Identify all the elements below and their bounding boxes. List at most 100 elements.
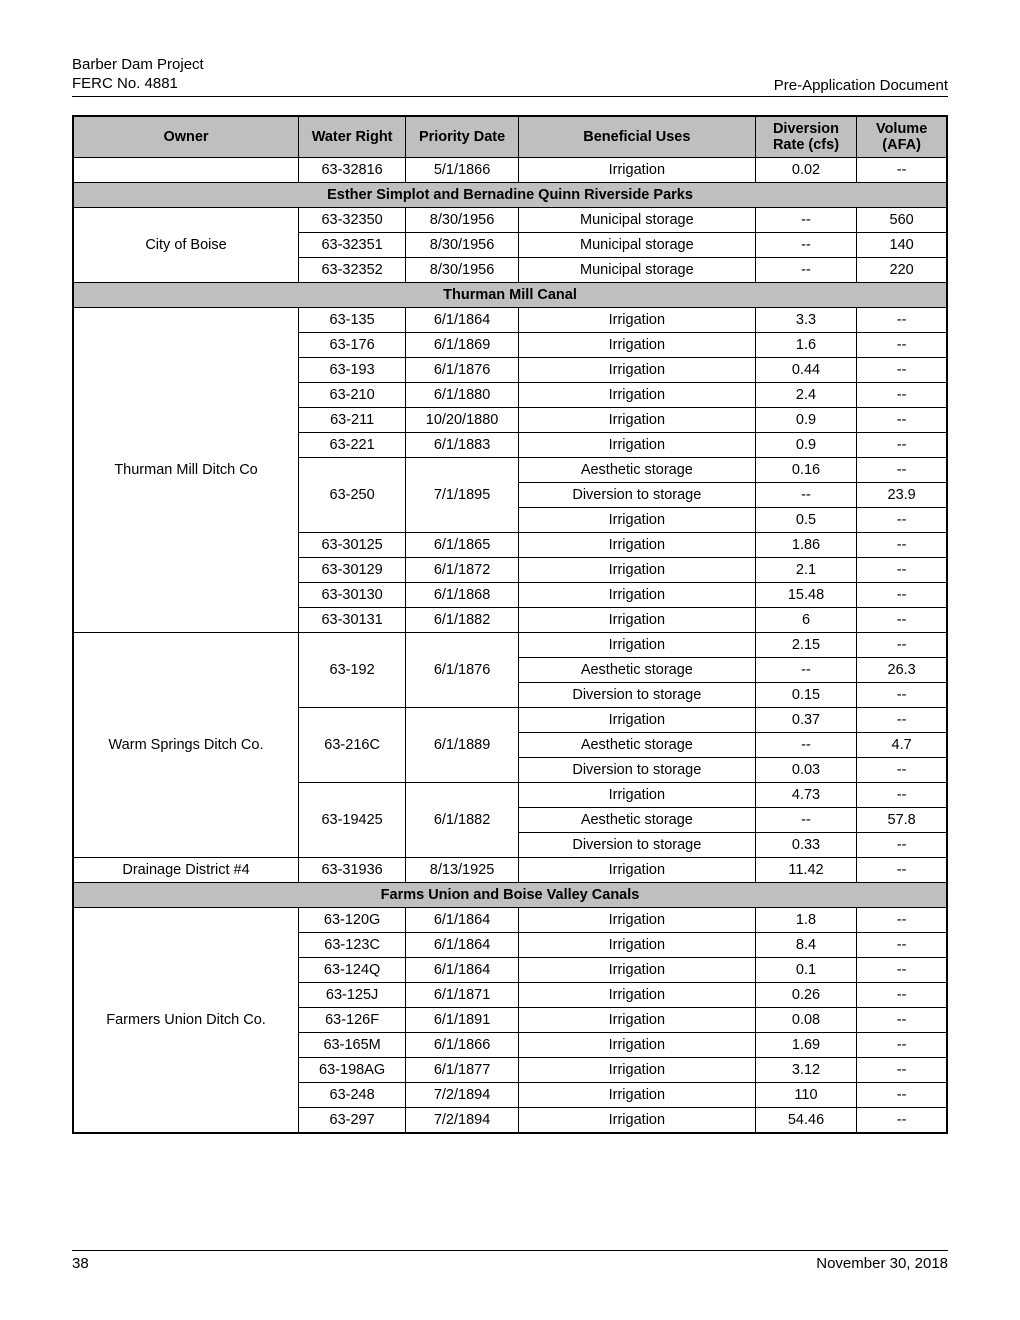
cell-volume: -- [857, 407, 947, 432]
cell-priority-date: 6/1/1891 [406, 1007, 519, 1032]
cell-volume: -- [857, 357, 947, 382]
cell-water-right: 63-124Q [299, 957, 406, 982]
cell-diversion-rate: 0.02 [755, 157, 856, 182]
cell-beneficial-use: Irrigation [518, 632, 755, 657]
section-heading: Farms Union and Boise Valley Canals [73, 882, 947, 907]
cell-diversion-rate: 0.37 [755, 707, 856, 732]
cell-diversion-rate: 2.1 [755, 557, 856, 582]
cell-diversion-rate: 0.16 [755, 457, 856, 482]
cell-diversion-rate: -- [755, 657, 856, 682]
cell-volume: -- [857, 557, 947, 582]
cell-volume: 4.7 [857, 732, 947, 757]
cell-priority-date: 6/1/1864 [406, 307, 519, 332]
cell-beneficial-use: Irrigation [518, 932, 755, 957]
cell-water-right: 63-32352 [299, 257, 406, 282]
cell-diversion-rate: 2.15 [755, 632, 856, 657]
cell-water-right: 63-120G [299, 907, 406, 932]
cell-water-right: 63-30131 [299, 607, 406, 632]
cell-water-right: 63-297 [299, 1107, 406, 1133]
cell-beneficial-use: Irrigation [518, 557, 755, 582]
cell-priority-date: 6/1/1876 [406, 632, 519, 707]
cell-volume: -- [857, 957, 947, 982]
cell-priority-date: 8/13/1925 [406, 857, 519, 882]
cell-beneficial-use: Irrigation [518, 857, 755, 882]
cell-diversion-rate: 0.15 [755, 682, 856, 707]
cell-priority-date: 6/1/1872 [406, 557, 519, 582]
cell-beneficial-use: Aesthetic storage [518, 457, 755, 482]
cell-volume: -- [857, 507, 947, 532]
cell-beneficial-use: Irrigation [518, 407, 755, 432]
cell-priority-date: 8/30/1956 [406, 257, 519, 282]
cell-water-right: 63-31936 [299, 857, 406, 882]
cell-priority-date: 6/1/1865 [406, 532, 519, 557]
cell-volume: -- [857, 332, 947, 357]
cell-volume: 57.8 [857, 807, 947, 832]
cell-water-right: 63-125J [299, 982, 406, 1007]
cell-water-right: 63-32350 [299, 207, 406, 232]
cell-beneficial-use: Aesthetic storage [518, 657, 755, 682]
cell-volume: -- [857, 932, 947, 957]
cell-water-right: 63-221 [299, 432, 406, 457]
table-header-row: Owner Water Right Priority Date Benefici… [73, 116, 947, 158]
cell-volume: 220 [857, 257, 947, 282]
cell-priority-date: 6/1/1866 [406, 1032, 519, 1057]
cell-beneficial-use: Irrigation [518, 607, 755, 632]
cell-priority-date: 6/1/1864 [406, 957, 519, 982]
cell-beneficial-use: Aesthetic storage [518, 732, 755, 757]
cell-beneficial-use: Irrigation [518, 307, 755, 332]
cell-beneficial-use: Diversion to storage [518, 832, 755, 857]
cell-owner: Farmers Union Ditch Co. [73, 907, 299, 1133]
cell-water-right: 63-135 [299, 307, 406, 332]
cell-diversion-rate: 8.4 [755, 932, 856, 957]
cell-diversion-rate: 15.48 [755, 582, 856, 607]
table-row: Farms Union and Boise Valley Canals [73, 882, 947, 907]
cell-volume: -- [857, 982, 947, 1007]
section-heading: Thurman Mill Canal [73, 282, 947, 307]
cell-beneficial-use: Diversion to storage [518, 482, 755, 507]
cell-diversion-rate: 2.4 [755, 382, 856, 407]
cell-water-right: 63-123C [299, 932, 406, 957]
cell-diversion-rate: 11.42 [755, 857, 856, 882]
cell-beneficial-use: Irrigation [518, 957, 755, 982]
cell-diversion-rate: 0.26 [755, 982, 856, 1007]
cell-priority-date: 5/1/1866 [406, 157, 519, 182]
cell-volume: -- [857, 782, 947, 807]
cell-diversion-rate: 3.3 [755, 307, 856, 332]
cell-water-right: 63-30125 [299, 532, 406, 557]
cell-volume: -- [857, 682, 947, 707]
page-header: Barber Dam Project FERC No. 4881 Pre-App… [72, 56, 948, 97]
cell-priority-date: 6/1/1882 [406, 607, 519, 632]
cell-volume: -- [857, 432, 947, 457]
cell-beneficial-use: Irrigation [518, 382, 755, 407]
cell-diversion-rate: 110 [755, 1082, 856, 1107]
cell-diversion-rate: -- [755, 207, 856, 232]
cell-diversion-rate: 0.9 [755, 407, 856, 432]
cell-priority-date: 7/1/1895 [406, 457, 519, 532]
cell-diversion-rate: -- [755, 257, 856, 282]
cell-water-right: 63-165M [299, 1032, 406, 1057]
cell-water-right: 63-176 [299, 332, 406, 357]
cell-owner: Drainage District #4 [73, 857, 299, 882]
cell-owner: City of Boise [73, 207, 299, 282]
cell-volume: -- [857, 1082, 947, 1107]
cell-beneficial-use: Irrigation [518, 332, 755, 357]
cell-beneficial-use: Irrigation [518, 707, 755, 732]
col-volume: Volume (AFA) [857, 116, 947, 158]
cell-water-right: 63-32351 [299, 232, 406, 257]
cell-water-right: 63-19425 [299, 782, 406, 857]
cell-beneficial-use: Municipal storage [518, 232, 755, 257]
cell-volume: -- [857, 907, 947, 932]
cell-water-right: 63-250 [299, 457, 406, 532]
cell-beneficial-use: Diversion to storage [518, 757, 755, 782]
cell-volume: -- [857, 857, 947, 882]
cell-owner: Warm Springs Ditch Co. [73, 632, 299, 857]
table-row: Farmers Union Ditch Co.63-120G6/1/1864Ir… [73, 907, 947, 932]
cell-beneficial-use: Municipal storage [518, 257, 755, 282]
col-water-right: Water Right [299, 116, 406, 158]
page-number: 38 [72, 1255, 89, 1272]
cell-beneficial-use: Irrigation [518, 582, 755, 607]
cell-priority-date: 6/1/1882 [406, 782, 519, 857]
cell-beneficial-use: Irrigation [518, 507, 755, 532]
cell-diversion-rate: 6 [755, 607, 856, 632]
header-right: Pre-Application Document [774, 77, 948, 94]
